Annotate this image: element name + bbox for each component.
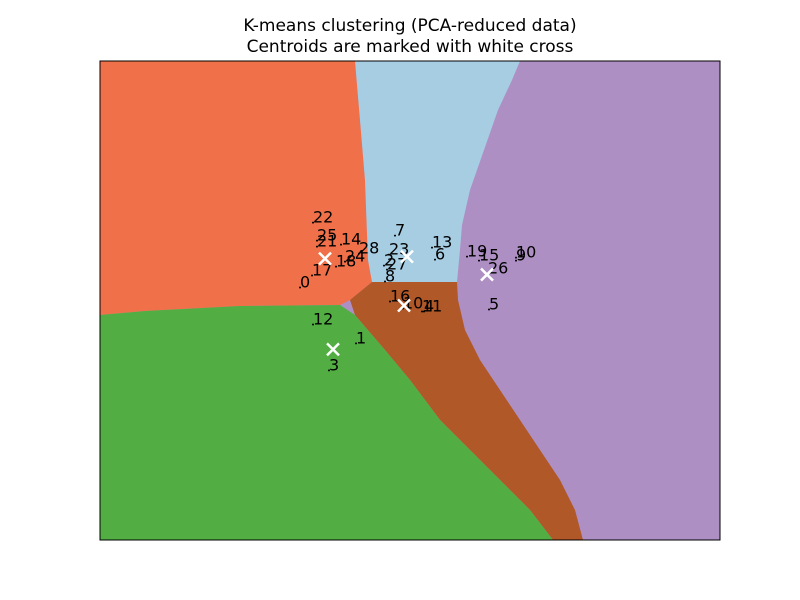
region-orange xyxy=(100,61,372,315)
region-brown xyxy=(350,282,583,540)
point-label: 4 xyxy=(424,296,434,315)
data-point xyxy=(312,323,314,326)
data-point xyxy=(358,252,360,255)
data-point xyxy=(388,253,390,256)
data-point xyxy=(312,221,314,224)
data-point xyxy=(355,342,357,345)
region-light-blue xyxy=(355,61,520,282)
decision-regions xyxy=(100,61,720,540)
centroid-marker xyxy=(397,298,411,313)
point-label: 22 xyxy=(313,208,333,227)
data-point xyxy=(299,286,301,289)
data-point xyxy=(515,256,517,259)
point-label: 1 xyxy=(356,328,366,347)
data-point xyxy=(384,280,386,283)
chart-subtitle: Centroids are marked with white cross xyxy=(247,37,574,57)
point-label: 16 xyxy=(390,286,410,305)
centroid-marker xyxy=(480,267,494,282)
data-point xyxy=(423,310,425,313)
region-green xyxy=(100,305,553,540)
data-point xyxy=(515,259,517,262)
point-label: 6 xyxy=(435,245,445,264)
data-point xyxy=(431,246,433,249)
data-point xyxy=(389,300,391,303)
point-label: 9 xyxy=(516,246,526,265)
point-label: 13 xyxy=(432,233,452,252)
point-label: 28 xyxy=(359,239,379,258)
data-point xyxy=(386,268,388,271)
point-label: 18 xyxy=(336,252,356,271)
data-point xyxy=(421,310,423,313)
point-label: 24 xyxy=(345,247,365,266)
point-label: 11 xyxy=(422,296,442,315)
point-label: 0 xyxy=(300,273,310,292)
plot-frame xyxy=(99,60,721,541)
point-label: 27 xyxy=(387,255,407,274)
data-point xyxy=(316,245,318,248)
data-point xyxy=(328,369,330,372)
data-point xyxy=(478,259,480,262)
point-label: 5 xyxy=(489,294,499,313)
centroid-marker xyxy=(326,342,340,357)
data-point xyxy=(383,264,385,267)
data-point xyxy=(488,308,490,311)
data-point xyxy=(311,274,313,277)
point-label: 26 xyxy=(488,259,508,278)
point-label: 12 xyxy=(313,309,333,328)
centroid-marker xyxy=(400,249,414,264)
data-point xyxy=(316,239,318,242)
point-label: 2 xyxy=(384,251,394,270)
point-label: 21 xyxy=(317,232,337,251)
point-label: 7 xyxy=(395,221,405,240)
data-point xyxy=(394,234,396,237)
data-point xyxy=(340,243,342,246)
data-point xyxy=(344,260,346,263)
data-point xyxy=(434,258,436,261)
point-label: 25 xyxy=(317,226,337,245)
data-point xyxy=(335,265,337,268)
centroids xyxy=(318,249,494,357)
point-label: 17 xyxy=(312,261,332,280)
point-label: 19 xyxy=(467,242,487,261)
point-label: 10 xyxy=(516,243,536,262)
chart-title: K-means clustering (PCA-reduced data) xyxy=(243,16,576,36)
point-label: 3 xyxy=(329,355,339,374)
point-label: 14 xyxy=(341,230,361,249)
data-point xyxy=(466,255,468,258)
point-label: 8 xyxy=(385,267,395,286)
point-label: 15 xyxy=(479,246,499,265)
centroid-marker xyxy=(318,251,332,266)
point-label: 10 xyxy=(403,293,423,312)
